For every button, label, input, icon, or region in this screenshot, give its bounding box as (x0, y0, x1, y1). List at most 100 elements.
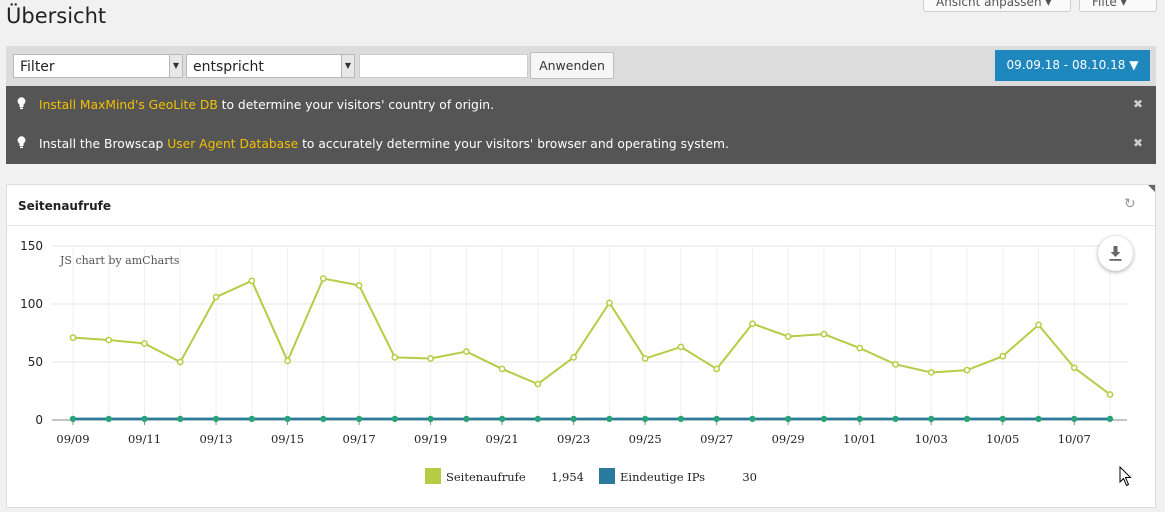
filter-bar: Filter ▼ entspricht ▼ Anwenden 09.09.18 … (6, 46, 1156, 86)
data-point (856, 415, 863, 422)
geolite-notice: Install MaxMind's GeoLite DB to determin… (6, 86, 1156, 125)
customize-view-button[interactable]: Ansicht anpassen ▾ (923, 0, 1071, 12)
data-point (427, 415, 434, 422)
data-point (177, 415, 184, 422)
legend-value: 1,954 (551, 470, 584, 484)
x-tick-label: 09/13 (199, 432, 232, 446)
legend-swatch (425, 468, 441, 484)
legend-value: 30 (742, 470, 757, 484)
data-point (820, 330, 828, 338)
data-point (463, 348, 470, 355)
legend-label: Seitenaufrufe (446, 470, 526, 484)
data-point (248, 277, 256, 285)
close-icon[interactable]: ✖ (1132, 97, 1143, 111)
notice-text: Install the Browscap User Agent Database… (39, 137, 729, 151)
data-point (1035, 415, 1042, 422)
x-tick-label: 10/07 (1058, 432, 1091, 446)
data-point (391, 415, 398, 422)
data-point (606, 415, 613, 422)
filter-field-value: Filter (20, 59, 55, 75)
data-point (105, 336, 113, 344)
series-line-seitenaufrufe (72, 277, 1111, 396)
download-icon (1109, 246, 1122, 261)
data-point (212, 415, 220, 422)
lightbulb-icon (17, 136, 26, 149)
apply-button[interactable]: Anwenden (530, 52, 614, 79)
data-point (570, 415, 577, 422)
data-point (176, 358, 184, 366)
data-point (320, 415, 327, 422)
chevron-down-icon: ▼ (341, 55, 354, 77)
x-tick-label: 09/25 (629, 432, 662, 446)
x-tick-label: 09/21 (486, 432, 519, 446)
widget-title: Seitenaufrufe (18, 199, 111, 213)
data-point (355, 282, 363, 289)
y-tick-label: 50 (28, 355, 43, 369)
page-title: Übersicht (6, 4, 107, 28)
x-tick-label: 09/27 (700, 432, 733, 446)
data-point (749, 320, 756, 328)
data-point (534, 380, 542, 388)
lightbulb-icon (17, 97, 26, 110)
user-agent-db-link[interactable]: User Agent Database (167, 137, 299, 151)
x-tick-label: 10/05 (986, 432, 1019, 446)
data-point (1035, 321, 1042, 329)
data-point (284, 357, 291, 365)
operator-value: entspricht (193, 59, 264, 75)
widget-divider (7, 225, 1155, 226)
notice-text-after: to determine your visitors' country of o… (217, 98, 494, 112)
y-tick-label: 150 (20, 239, 43, 253)
data-point (141, 340, 148, 347)
data-point (677, 415, 685, 422)
operator-select[interactable]: entspricht ▼ (186, 54, 355, 78)
data-point (248, 415, 255, 422)
notice-panel: Install MaxMind's GeoLite DB to determin… (6, 86, 1156, 164)
data-point (427, 355, 434, 362)
data-point (1070, 364, 1078, 372)
data-point (892, 415, 899, 422)
data-point (999, 352, 1007, 360)
x-tick-label: 09/29 (772, 432, 805, 446)
data-point (677, 343, 685, 351)
widget-corner-handle[interactable] (1148, 185, 1155, 192)
data-point (642, 415, 649, 422)
filter-value-input[interactable] (359, 54, 528, 78)
chevron-down-icon: ▼ (169, 55, 182, 77)
x-tick-label: 09/09 (56, 432, 89, 446)
chart-credit: JS chart by amCharts (59, 254, 180, 267)
close-icon[interactable]: ✖ (1132, 136, 1143, 150)
data-point (713, 365, 721, 373)
filter-field-select[interactable]: Filter ▼ (13, 54, 183, 78)
data-point (212, 293, 220, 301)
data-point (498, 415, 506, 422)
x-tick-label: 10/03 (915, 432, 948, 446)
data-point (284, 415, 291, 422)
refresh-icon[interactable]: ↻ (1124, 196, 1136, 212)
y-tick-label: 100 (20, 297, 43, 311)
filter-button[interactable]: Filte ▾ (1079, 0, 1157, 12)
mouse-cursor-icon (1119, 466, 1132, 487)
data-point (141, 415, 148, 422)
data-point (892, 360, 899, 368)
download-button[interactable] (1098, 236, 1133, 271)
data-point (928, 415, 935, 422)
data-point (69, 334, 77, 341)
data-point (749, 415, 756, 422)
data-point (963, 366, 971, 374)
data-point (570, 354, 577, 361)
data-point (927, 369, 935, 376)
x-tick-label: 09/17 (343, 432, 376, 446)
data-point (391, 354, 399, 361)
geolite-link[interactable]: Install MaxMind's GeoLite DB (39, 98, 218, 112)
data-point (999, 415, 1006, 422)
x-tick-label: 09/11 (128, 432, 161, 446)
data-point (498, 365, 506, 373)
legend-label: Eindeutige IPs (620, 470, 705, 484)
data-point (1106, 415, 1114, 422)
legend-swatch (599, 468, 615, 484)
data-point (105, 415, 112, 422)
browscap-notice: Install the Browscap User Agent Database… (6, 125, 1156, 164)
data-point (1071, 415, 1078, 422)
date-range-button[interactable]: 09.09.18 - 08.10.18 ▼ (995, 50, 1150, 81)
